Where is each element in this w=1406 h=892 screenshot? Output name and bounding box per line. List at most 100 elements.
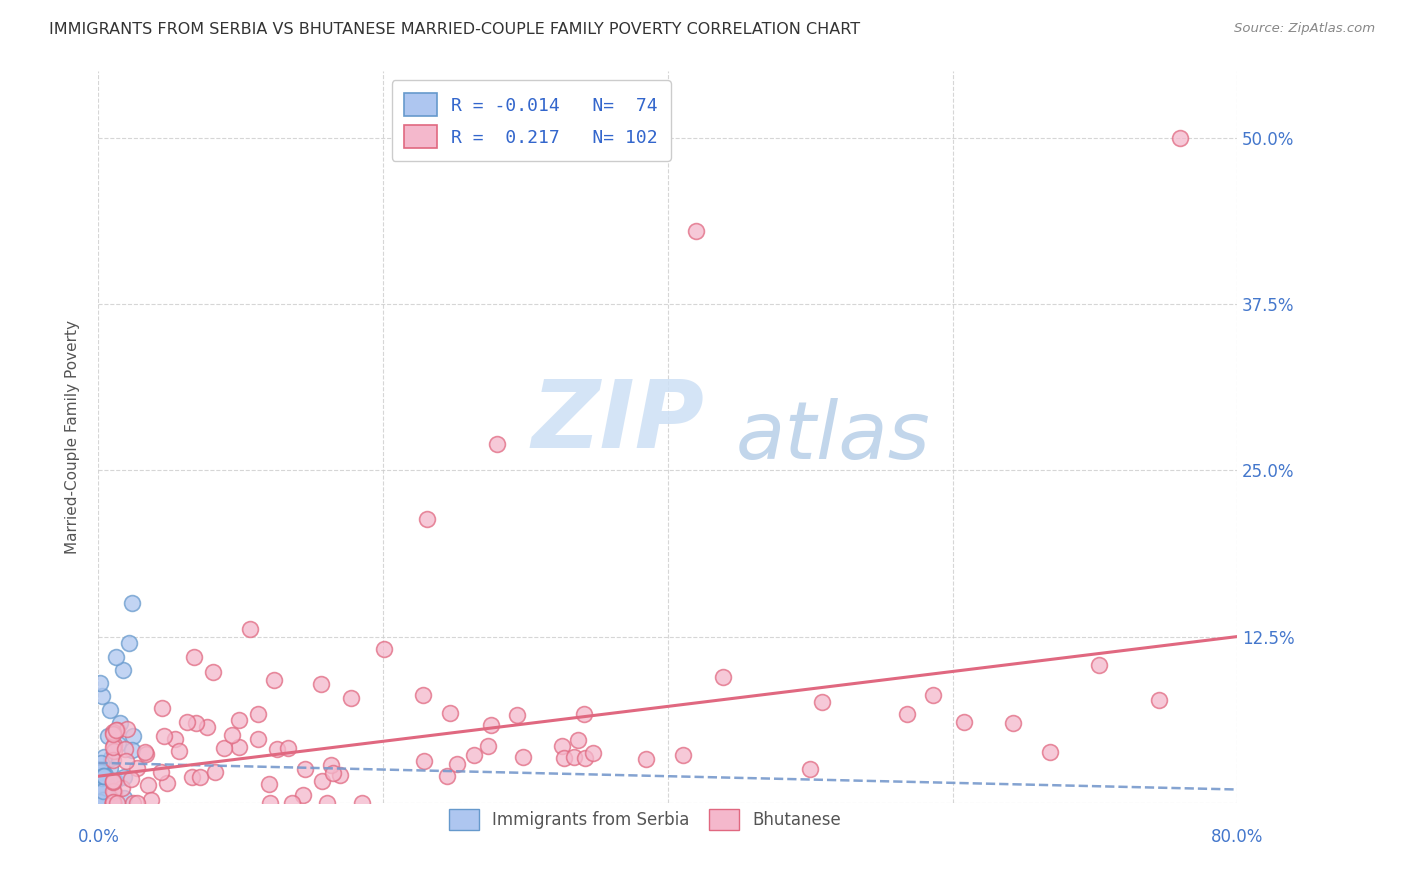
- Point: [91, 783, 114, 797]
- Point: [634, 751, 657, 765]
- Point: [90, 763, 112, 777]
- Point: [263, 673, 285, 687]
- Point: [105, 796, 128, 810]
- Point: [101, 775, 124, 789]
- Point: [89, 771, 111, 785]
- Point: [118, 636, 141, 650]
- Point: [176, 715, 198, 730]
- Point: [246, 732, 269, 747]
- Point: [89, 795, 111, 809]
- Point: [89, 769, 111, 783]
- Point: [91, 793, 114, 807]
- Point: [329, 768, 352, 782]
- Point: [101, 795, 124, 809]
- Point: [90, 787, 112, 801]
- Point: [105, 723, 128, 738]
- Point: [89, 789, 111, 803]
- Point: [922, 688, 945, 702]
- Point: [89, 789, 111, 804]
- Point: [551, 739, 574, 754]
- Point: [103, 785, 125, 799]
- Point: [567, 733, 589, 747]
- Point: [139, 793, 162, 807]
- Point: [89, 795, 111, 809]
- Point: [101, 796, 124, 810]
- Point: [89, 795, 111, 809]
- Text: ZIP: ZIP: [531, 376, 704, 468]
- Point: [101, 753, 124, 767]
- Point: [89, 772, 111, 787]
- Point: [89, 795, 111, 809]
- Point: [94, 787, 117, 801]
- Point: [294, 762, 316, 776]
- Point: [121, 796, 143, 810]
- Point: [111, 781, 134, 796]
- Point: [89, 766, 111, 780]
- Point: [115, 754, 138, 768]
- Text: 80.0%: 80.0%: [1211, 829, 1264, 847]
- Point: [155, 775, 177, 789]
- Point: [90, 782, 112, 797]
- Point: [100, 751, 122, 765]
- Point: [153, 730, 176, 744]
- Point: [93, 775, 115, 789]
- Point: [112, 790, 135, 805]
- Point: [101, 739, 124, 754]
- Point: [91, 793, 114, 807]
- Point: [257, 777, 280, 791]
- Point: [439, 706, 461, 720]
- Point: [112, 770, 135, 784]
- Point: [436, 769, 458, 783]
- Point: [167, 744, 190, 758]
- Point: [281, 796, 304, 810]
- Point: [90, 785, 112, 799]
- Point: [101, 773, 124, 788]
- Y-axis label: Married-Couple Family Poverty: Married-Couple Family Poverty: [65, 320, 80, 554]
- Point: [896, 706, 918, 721]
- Point: [799, 762, 821, 776]
- Point: [91, 770, 114, 784]
- Point: [90, 772, 112, 786]
- Point: [553, 751, 575, 765]
- Point: [685, 224, 707, 238]
- Point: [103, 743, 125, 757]
- Point: [104, 774, 127, 789]
- Point: [574, 751, 596, 765]
- Point: [446, 757, 468, 772]
- Point: [114, 742, 136, 756]
- Point: [416, 511, 439, 525]
- Point: [90, 764, 112, 779]
- Point: [134, 745, 156, 759]
- Point: [292, 789, 315, 803]
- Point: [120, 772, 142, 786]
- Point: [184, 716, 207, 731]
- Point: [512, 750, 534, 764]
- Point: [97, 784, 120, 798]
- Point: [204, 765, 226, 780]
- Point: [463, 748, 485, 763]
- Point: [266, 742, 288, 756]
- Point: [101, 727, 124, 741]
- Point: [413, 754, 436, 768]
- Point: [562, 750, 585, 764]
- Point: [97, 791, 120, 805]
- Point: [180, 770, 202, 784]
- Point: [90, 690, 112, 704]
- Point: [101, 783, 124, 797]
- Point: [188, 770, 211, 784]
- Point: [121, 729, 143, 743]
- Point: [97, 790, 120, 805]
- Point: [221, 728, 243, 742]
- Legend: Immigrants from Serbia, Bhutanese: Immigrants from Serbia, Bhutanese: [440, 800, 849, 838]
- Point: [89, 786, 111, 800]
- Point: [810, 695, 832, 709]
- Point: [486, 436, 509, 450]
- Point: [125, 761, 148, 775]
- Point: [574, 707, 596, 722]
- Point: [1039, 745, 1062, 759]
- Text: 0.0%: 0.0%: [77, 829, 120, 847]
- Point: [89, 778, 111, 792]
- Point: [89, 786, 111, 800]
- Point: [150, 701, 173, 715]
- Point: [953, 714, 976, 729]
